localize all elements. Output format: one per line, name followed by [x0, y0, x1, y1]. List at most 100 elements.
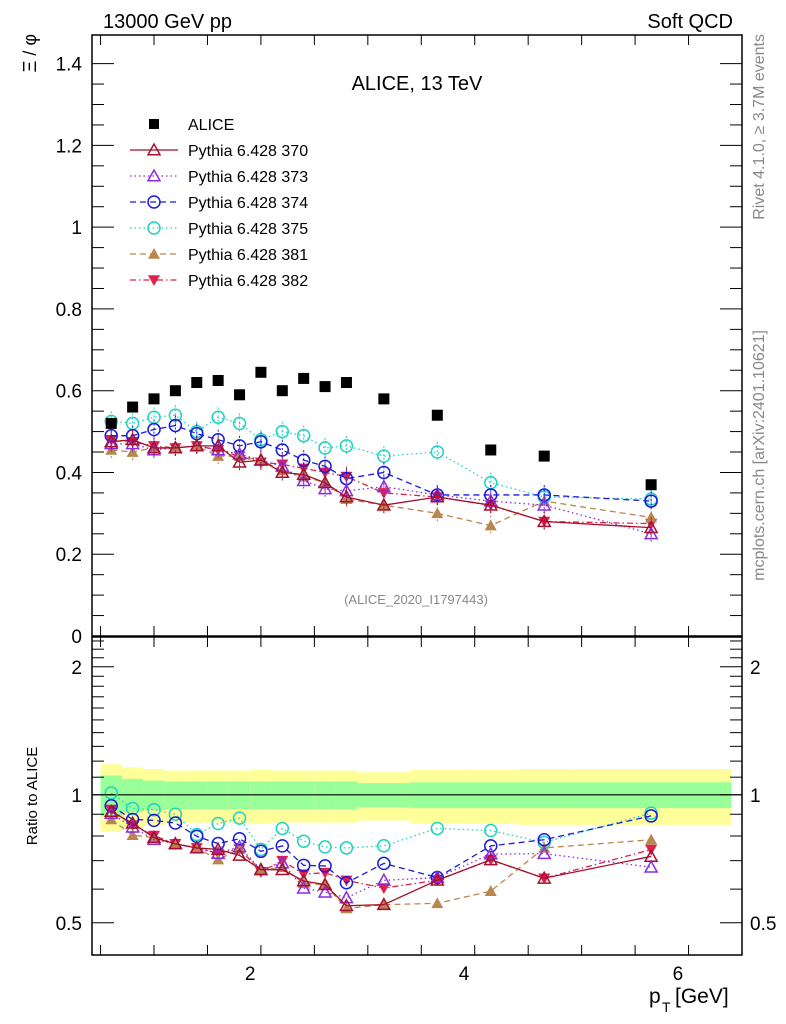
- data-point: [254, 435, 268, 449]
- y-tick-label: 1.2: [56, 136, 82, 157]
- legend-item-pythia-6-428-375: Pythia 6.428 375: [130, 221, 308, 238]
- data-point: [169, 385, 181, 397]
- ratio-point: [318, 840, 332, 854]
- ratio-point: [645, 833, 658, 845]
- ratio-y-tick-label-right: 2: [750, 658, 761, 679]
- data-point: [275, 464, 290, 479]
- ratio-series-line: [110, 812, 652, 899]
- legend-marker: [148, 248, 160, 259]
- ratio-point: [339, 841, 354, 855]
- legend-item-pythia-6-428-370: Pythia 6.428 370: [130, 142, 308, 160]
- ratio-point: [211, 816, 225, 831]
- data-point: [232, 416, 247, 431]
- data-point: [125, 428, 140, 443]
- data-point: [210, 442, 226, 456]
- ratio-point: [377, 856, 391, 871]
- series-pythia-6-428-382: [105, 429, 658, 534]
- stat-band-bin: [121, 778, 144, 813]
- ratio-point: [317, 884, 333, 898]
- ratio-point: [276, 855, 289, 867]
- ratio-uncertainty-bands: [92, 764, 742, 832]
- data-point: [483, 497, 499, 511]
- data-point: [275, 424, 290, 439]
- y-tick-label: 1.4: [56, 55, 83, 76]
- ratio-point: [253, 862, 269, 876]
- ratio-point: [147, 802, 161, 817]
- ratio-point: [483, 852, 499, 866]
- data-point: [644, 494, 658, 508]
- ratio-point: [339, 898, 354, 912]
- ratio-y-tick-label: 2: [71, 658, 82, 679]
- data-point: [376, 479, 392, 493]
- data-point: [232, 446, 247, 460]
- data-point: [125, 436, 140, 450]
- data-point: [232, 439, 247, 453]
- y-tick-label: 0.6: [56, 382, 82, 403]
- data-point: [296, 466, 311, 481]
- legend-label: Pythia 6.428 382: [188, 273, 308, 290]
- legend-item-pythia-6-428-382: Pythia 6.428 382: [130, 273, 308, 290]
- ratio-series-pythia-6-428-374: [104, 799, 658, 890]
- ratio-point: [296, 858, 311, 873]
- ratio-point: [376, 872, 392, 886]
- data-point: [643, 520, 659, 534]
- y-tick-label: 0: [71, 627, 82, 648]
- analysis-id: (ALICE_2020_I1797443): [344, 592, 488, 607]
- ratio-point: [126, 829, 139, 840]
- ratio-point: [339, 876, 354, 890]
- ratio-point: [430, 821, 445, 836]
- legend-label: Pythia 6.428 381: [188, 247, 308, 264]
- legend-item-pythia-6-428-374: Pythia 6.428 374: [130, 195, 308, 212]
- data-point: [645, 479, 657, 491]
- series-line: [111, 439, 652, 525]
- x-tick-label: 2: [245, 964, 256, 985]
- data-point: [103, 434, 119, 448]
- ratio-point: [147, 813, 161, 828]
- data-point: [339, 439, 354, 453]
- ratio-point: [318, 859, 332, 873]
- ratio-series-pythia-6-428-370: [103, 803, 659, 912]
- ratio-point: [296, 880, 311, 894]
- data-point: [148, 393, 160, 405]
- x-axis-label-p: p: [649, 985, 661, 1008]
- ratio-point: [232, 811, 247, 825]
- ratio-point: [210, 841, 226, 855]
- x-tick-label: 4: [459, 964, 470, 985]
- ratio-point: [643, 848, 659, 862]
- ratio-point: [125, 819, 140, 833]
- header-left: 13000 GeV pp: [103, 11, 232, 33]
- ratio-point: [168, 807, 183, 821]
- ratio-point: [212, 853, 225, 865]
- ratio-point: [232, 847, 247, 861]
- data-point: [430, 489, 445, 503]
- ratio-frame: [91, 636, 743, 956]
- data-point: [484, 519, 497, 531]
- ratio-point: [643, 859, 659, 873]
- data-point: [147, 422, 161, 437]
- legend-marker: [148, 275, 160, 286]
- data-point: [276, 385, 288, 397]
- legend-marker: [146, 168, 162, 182]
- chart-title: ALICE, 13 TeV: [352, 73, 483, 95]
- ratio-point: [296, 873, 311, 887]
- data-point: [645, 511, 658, 523]
- data-point: [253, 452, 269, 466]
- legend: ALICE Pythia 6.428 370 Pythia 6.428 373 Pyt…: [130, 117, 308, 290]
- data-point: [538, 450, 550, 462]
- data-point: [127, 401, 139, 413]
- ratio-point: [376, 897, 392, 911]
- legend-item-alice: ALICE: [149, 117, 234, 134]
- header-right: Soft QCD: [647, 11, 733, 33]
- data-point: [319, 381, 331, 393]
- axes-layer: 2 4 6 0 0.2 0.4 0.6 0.8 1 1.2 1.4 0.5 0.5 1 1 2 2: [56, 34, 776, 985]
- ratio-series-line: [110, 810, 652, 907]
- data-point: [232, 454, 247, 468]
- series-layer: [103, 366, 659, 914]
- data-point: [275, 443, 290, 457]
- data-point: [146, 440, 162, 454]
- ratio-point: [275, 862, 290, 876]
- ratio-point: [232, 839, 247, 853]
- ratio-series-line: [110, 792, 652, 851]
- y-tick-label: 0.8: [56, 300, 82, 321]
